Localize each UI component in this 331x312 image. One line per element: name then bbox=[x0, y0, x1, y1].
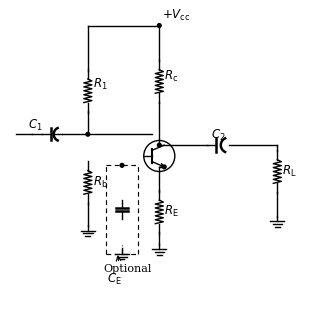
Text: $+V_{\rm cc}$: $+V_{\rm cc}$ bbox=[162, 8, 190, 23]
Text: $R_{\rm c}$: $R_{\rm c}$ bbox=[164, 69, 178, 84]
Circle shape bbox=[120, 163, 124, 167]
Circle shape bbox=[158, 143, 161, 147]
Circle shape bbox=[158, 24, 161, 27]
Text: $R_1$: $R_1$ bbox=[92, 77, 107, 92]
Text: $C_{\rm E}$: $C_{\rm E}$ bbox=[107, 272, 122, 287]
Circle shape bbox=[86, 132, 90, 136]
Circle shape bbox=[163, 165, 166, 169]
Text: $C_1$: $C_1$ bbox=[28, 118, 42, 133]
Text: $C_2$: $C_2$ bbox=[211, 128, 226, 143]
Text: $R_{\rm b}$: $R_{\rm b}$ bbox=[92, 175, 108, 190]
Text: $R_{\rm L}$: $R_{\rm L}$ bbox=[282, 164, 297, 179]
Text: Optional: Optional bbox=[103, 264, 152, 274]
Text: $R_{\rm E}$: $R_{\rm E}$ bbox=[164, 204, 179, 219]
